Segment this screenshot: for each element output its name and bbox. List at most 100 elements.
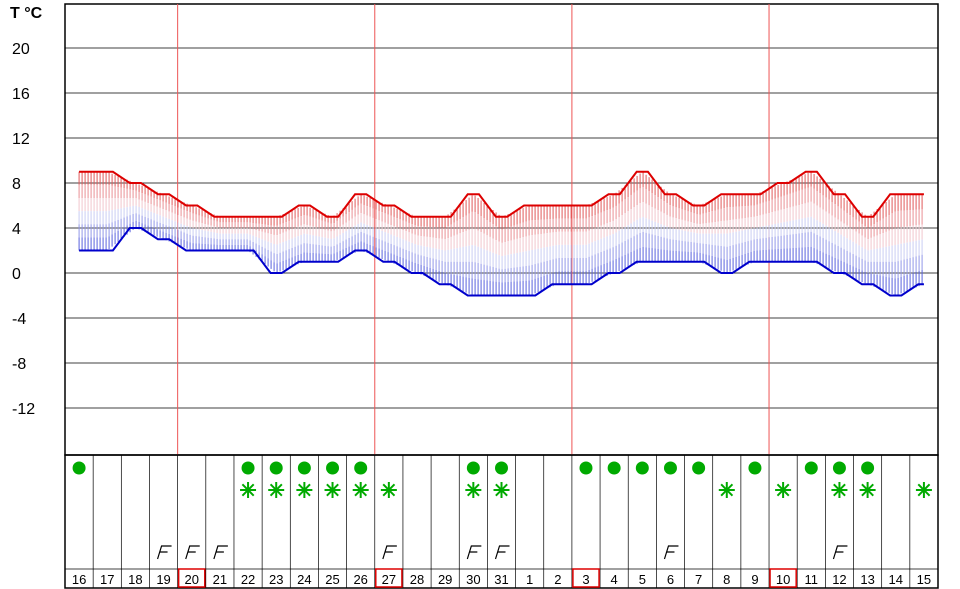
snow-marker [268, 482, 285, 498]
precipitation-grid [64, 454, 939, 589]
rain-marker [579, 461, 593, 475]
day-label: 20 [184, 572, 198, 587]
snow-stroke [466, 483, 480, 497]
day-label: 28 [410, 572, 424, 587]
day-label: 15 [917, 572, 931, 587]
boxed-day [177, 568, 206, 588]
wind-icon [213, 545, 228, 560]
precipitation-markers [72, 461, 932, 560]
snow-marker [915, 482, 932, 498]
day-label: 1 [526, 572, 533, 587]
rain-marker [663, 461, 677, 475]
wind-icon [382, 545, 397, 560]
wind-icon [466, 545, 482, 560]
day-label: 6 [667, 572, 674, 587]
snow-stroke [326, 483, 339, 497]
day-label: 10 [776, 572, 790, 587]
day-label: 12 [832, 572, 846, 587]
snow-marker [831, 482, 848, 498]
day-label: 24 [297, 572, 311, 587]
day-label: 8 [723, 572, 730, 587]
rain-marker [297, 461, 311, 475]
snow-marker [859, 482, 876, 498]
day-label: 26 [353, 572, 367, 587]
day-label: 30 [466, 572, 480, 587]
day-label: 22 [241, 572, 255, 587]
day-label: 23 [269, 572, 283, 587]
y-tick-label: 8 [12, 176, 21, 193]
snow-marker [718, 482, 735, 498]
snow-stroke [833, 483, 846, 497]
snow-stroke [269, 483, 283, 497]
y-tick-label: 20 [12, 41, 30, 58]
wind-icon [185, 545, 200, 560]
y-tick-label: -4 [12, 311, 26, 328]
rain-marker [635, 461, 649, 475]
wind-icon [156, 545, 172, 560]
day-label: 27 [382, 572, 396, 587]
wind-icon [663, 545, 679, 560]
wind-icon [494, 545, 510, 560]
low-temperature-line [79, 227, 924, 297]
rain-marker [269, 461, 283, 475]
day-label: 13 [860, 572, 874, 587]
day-label: 7 [695, 572, 702, 587]
snow-marker [493, 482, 510, 498]
y-tick-label: 4 [12, 221, 21, 238]
day-label: 16 [72, 572, 86, 587]
day-label: 25 [325, 572, 339, 587]
rain-marker [326, 461, 340, 475]
day-label: 21 [213, 572, 227, 587]
rain-marker [495, 461, 508, 475]
snow-marker [296, 482, 313, 498]
day-label: 4 [611, 572, 618, 587]
day-label: 14 [889, 572, 903, 587]
day-label: 3 [582, 572, 589, 587]
y-tick-label: 12 [12, 131, 30, 148]
snow-marker [352, 482, 369, 498]
snow-stroke [917, 483, 931, 497]
day-label: 18 [128, 572, 142, 587]
snow-stroke [382, 483, 396, 497]
rain-marker [861, 461, 875, 475]
snow-stroke [241, 483, 255, 497]
snow-marker [380, 482, 397, 498]
rain-marker [354, 461, 368, 475]
snow-marker [775, 482, 792, 498]
day-label: 5 [639, 572, 646, 587]
day-label: 11 [805, 572, 819, 587]
boxed-day [769, 568, 797, 588]
rain-marker [607, 461, 621, 475]
rain-marker [748, 461, 762, 475]
day-label: 17 [100, 572, 114, 587]
y-tick-label: 0 [12, 266, 21, 283]
rain-marker [466, 461, 480, 475]
precip-frame [64, 454, 939, 589]
boxed-day [572, 568, 600, 588]
temperature-lines [79, 170, 924, 297]
boxed-day [375, 568, 403, 588]
rain-marker [832, 461, 846, 475]
y-tick-label: -12 [12, 401, 35, 418]
snow-stroke [495, 483, 508, 497]
snow-stroke [720, 483, 734, 497]
snow-stroke [354, 483, 368, 497]
day-label: 2 [554, 572, 561, 587]
y-tick-label: 16 [12, 86, 30, 103]
snow-marker [324, 482, 341, 498]
day-label: 19 [156, 572, 170, 587]
y-tick-labels: 20 16 12 8 4 0 -4 -8 -12 [12, 41, 35, 418]
day-labels: 16 17 18 19 20 21 22 23 24 25 26 27 28 29 30 31 1 2 3 4 5 6 7 8… [72, 568, 931, 588]
day-label: 29 [438, 572, 452, 587]
snow-stroke [776, 483, 790, 497]
day-label: 31 [494, 572, 508, 587]
high-temperature-line [79, 170, 924, 218]
rain-marker [241, 461, 255, 475]
wind-icon [832, 545, 848, 560]
y-axis-label: T °C [10, 5, 43, 22]
snow-marker [240, 482, 257, 498]
day-label: 9 [751, 572, 758, 587]
rain-marker [72, 461, 86, 475]
rain-marker [692, 461, 706, 475]
